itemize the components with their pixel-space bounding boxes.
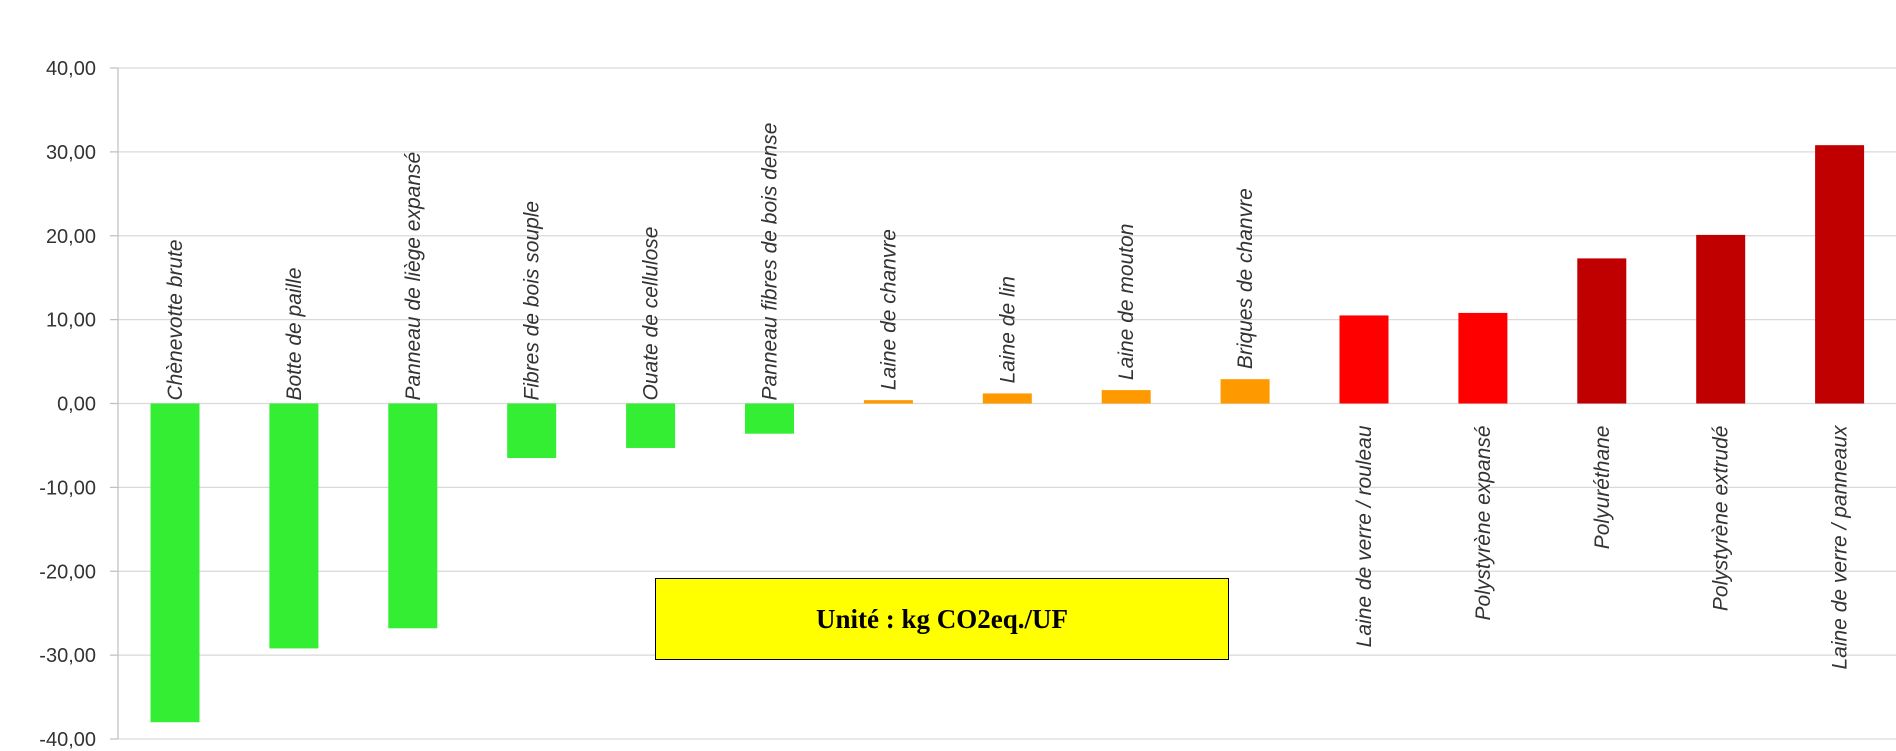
y-tick-label: -30,00 <box>39 645 96 667</box>
category-label: Chènevotte brute <box>164 239 187 400</box>
category-label: Panneau fibres de bois dense <box>759 123 782 401</box>
category-label: Briques de chanvre <box>1234 188 1257 369</box>
bar <box>863 400 913 404</box>
category-label: Ouate de cellulose <box>640 227 663 401</box>
category-labels: Chènevotte brute Botte de paille Panneau d… <box>164 123 1852 670</box>
bar <box>982 393 1032 404</box>
bar <box>745 403 794 434</box>
category-label: Laine de chanvre <box>877 229 900 390</box>
bar <box>388 403 438 629</box>
category-label: Polystyrène extrudé <box>1710 426 1733 612</box>
bar <box>1458 312 1508 404</box>
bar <box>269 403 319 649</box>
y-tick-label: -40,00 <box>39 729 96 751</box>
bar <box>1101 390 1151 404</box>
bar <box>1577 258 1627 404</box>
y-tick-label: -10,00 <box>39 477 96 499</box>
y-tick-label: 30,00 <box>46 142 96 164</box>
category-label: Panneau de liège expansé <box>402 152 425 401</box>
bar <box>626 403 676 448</box>
y-tick-label: 40,00 <box>46 58 96 80</box>
y-tick-label: 10,00 <box>46 310 96 332</box>
unit-label-box: Unité : kg CO2eq./UF <box>655 578 1229 660</box>
category-label: Polyuréthane <box>1591 426 1614 550</box>
bar <box>1815 145 1865 404</box>
bar <box>1696 234 1746 404</box>
category-label: Laine de mouton <box>1115 224 1138 380</box>
category-label: Botte de paille <box>283 267 306 400</box>
y-tick-label: -20,00 <box>39 561 96 583</box>
bars <box>150 145 1865 723</box>
category-label: Laine de verre / rouleau <box>1353 425 1376 647</box>
category-label: Polystyrène expansé <box>1472 426 1495 621</box>
bar <box>507 403 557 459</box>
category-label: Laine de lin <box>996 276 1019 383</box>
y-tick-label: 20,00 <box>46 226 96 248</box>
category-label: Fibres de bois souple <box>521 201 544 401</box>
bar <box>150 403 200 723</box>
y-tick-label: 0,00 <box>57 394 96 416</box>
bar <box>1220 379 1270 404</box>
y-axis: 40,00 30,00 20,00 10,00 0,00 -10,00 -20,00 -30,… <box>39 58 119 751</box>
unit-label: Unité : kg CO2eq./UF <box>816 603 1068 634</box>
category-label: Laine de verre / panneaux <box>1829 424 1852 670</box>
bar <box>1339 315 1389 404</box>
